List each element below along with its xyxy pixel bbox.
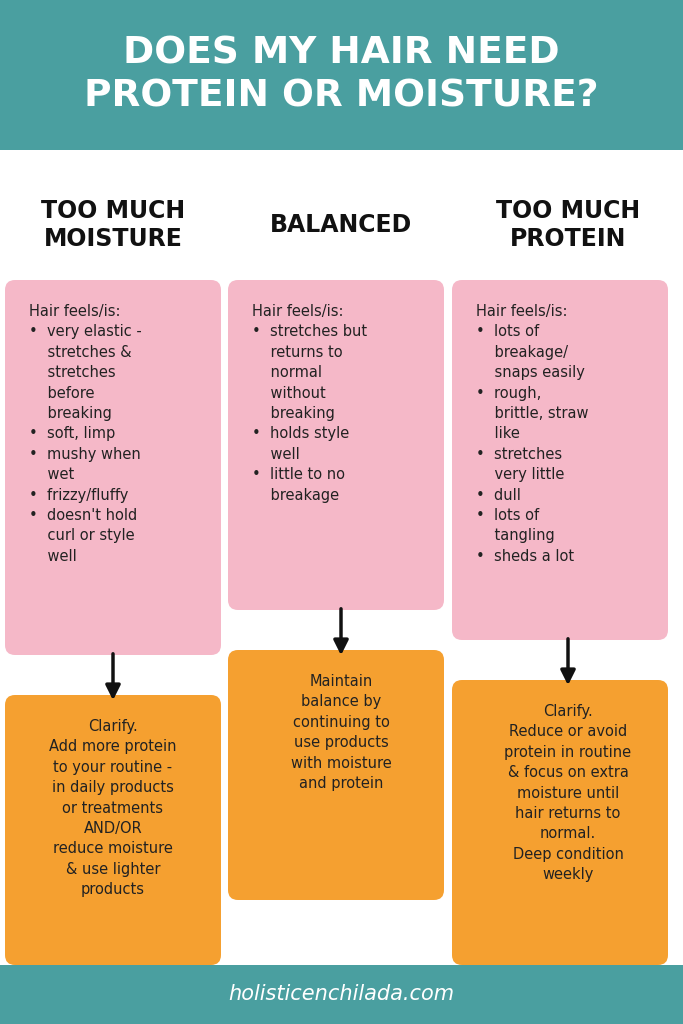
Text: DOES MY HAIR NEED
PROTEIN OR MOISTURE?: DOES MY HAIR NEED PROTEIN OR MOISTURE? xyxy=(84,36,599,115)
Text: Maintain
balance by
continuing to
use products
with moisture
and protein: Maintain balance by continuing to use pr… xyxy=(291,674,391,791)
Text: holisticenchilada.com: holisticenchilada.com xyxy=(228,984,455,1005)
FancyBboxPatch shape xyxy=(0,965,683,1024)
Text: TOO MUCH
MOISTURE: TOO MUCH MOISTURE xyxy=(41,199,185,251)
Text: BALANCED: BALANCED xyxy=(270,213,412,237)
FancyBboxPatch shape xyxy=(0,0,683,150)
FancyBboxPatch shape xyxy=(5,280,221,655)
FancyBboxPatch shape xyxy=(228,650,444,900)
Text: Hair feels/is:
•  very elastic -
    stretches &
    stretches
    before
    br: Hair feels/is: • very elastic - stretche… xyxy=(29,304,142,564)
Text: Clarify.
Reduce or avoid
protein in routine
& focus on extra
moisture until
hair: Clarify. Reduce or avoid protein in rout… xyxy=(505,705,632,883)
Text: TOO MUCH
PROTEIN: TOO MUCH PROTEIN xyxy=(496,199,640,251)
FancyBboxPatch shape xyxy=(452,280,668,640)
FancyBboxPatch shape xyxy=(452,680,668,965)
Text: Hair feels/is:
•  stretches but
    returns to
    normal
    without
    breaki: Hair feels/is: • stretches but returns t… xyxy=(252,304,367,503)
Text: Clarify.
Add more protein
to your routine -
in daily products
or treatments
AND/: Clarify. Add more protein to your routin… xyxy=(49,719,177,897)
FancyBboxPatch shape xyxy=(5,695,221,965)
FancyBboxPatch shape xyxy=(228,280,444,610)
Text: Hair feels/is:
•  lots of
    breakage/
    snaps easily
•  rough,
    brittle, : Hair feels/is: • lots of breakage/ snaps… xyxy=(476,304,589,564)
